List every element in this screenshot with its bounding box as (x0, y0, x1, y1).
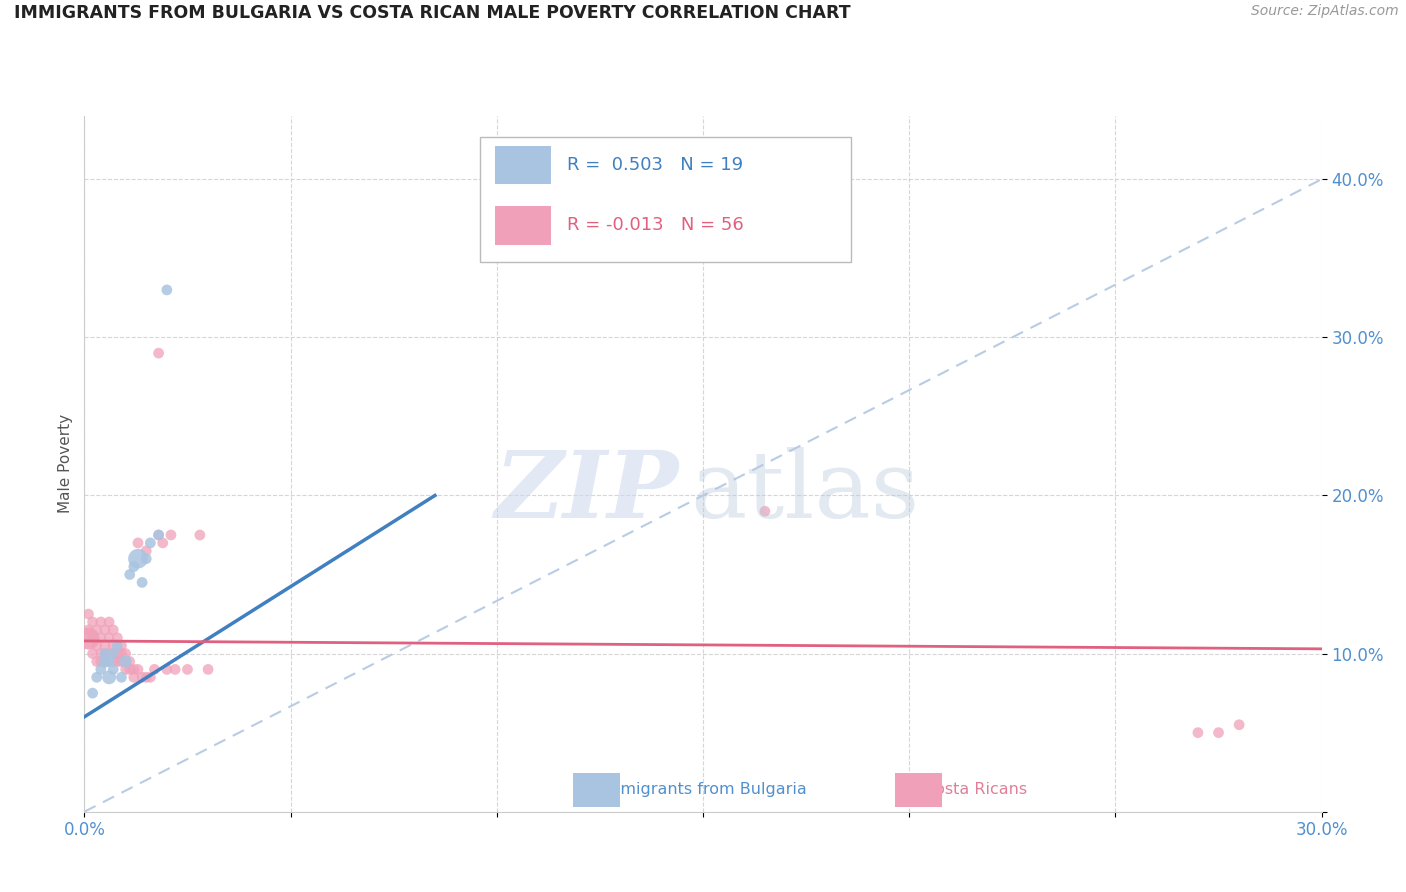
Point (160, 528, 183, 542)
Point (127, 536, 149, 550)
Text: ZIP: ZIP (494, 447, 678, 537)
Point (94, 647, 117, 661)
Point (152, 536, 174, 550)
FancyBboxPatch shape (495, 146, 551, 184)
Point (94, 655, 117, 669)
Point (135, 543, 157, 558)
Point (86, 623, 108, 637)
Point (105, 639, 128, 653)
Point (103, 623, 125, 637)
Point (197, 662, 219, 676)
FancyBboxPatch shape (495, 206, 551, 244)
Point (139, 670, 162, 684)
Point (114, 647, 136, 661)
Point (77, 607, 100, 621)
FancyBboxPatch shape (894, 773, 942, 807)
Point (110, 655, 132, 669)
Text: R =  0.503   N = 19: R = 0.503 N = 19 (567, 156, 742, 174)
Point (122, 670, 145, 684)
Point (148, 528, 170, 542)
Text: Source: ZipAtlas.com: Source: ZipAtlas.com (1251, 4, 1399, 19)
Point (165, 662, 187, 676)
Point (86, 639, 108, 653)
Point (148, 346, 170, 360)
Y-axis label: Male Poverty: Male Poverty (58, 414, 73, 514)
Point (105, 631, 128, 645)
Point (188, 528, 211, 542)
Point (148, 528, 170, 542)
Point (114, 662, 136, 676)
FancyBboxPatch shape (481, 136, 852, 262)
Point (82, 647, 104, 661)
Point (98, 655, 121, 669)
Point (94, 655, 117, 669)
Point (77, 631, 100, 645)
Point (90, 647, 112, 661)
Point (122, 559, 145, 574)
Point (94, 639, 117, 653)
Point (127, 662, 149, 676)
Point (122, 662, 145, 676)
Point (143, 662, 166, 676)
Point (114, 655, 136, 669)
Point (90, 655, 112, 669)
Point (176, 662, 198, 676)
Point (1227, 717, 1250, 731)
Point (94, 623, 117, 637)
Point (103, 662, 125, 676)
Point (110, 670, 132, 684)
Point (139, 536, 162, 550)
Point (103, 639, 125, 653)
Point (90, 615, 112, 629)
Point (82, 686, 104, 700)
Point (110, 647, 132, 661)
Point (90, 631, 112, 645)
Point (98, 670, 121, 684)
Point (114, 655, 136, 669)
Point (98, 615, 121, 629)
Point (94, 647, 117, 661)
Point (86, 670, 108, 684)
Point (1208, 725, 1230, 739)
Point (131, 575, 153, 590)
Point (118, 567, 141, 582)
Point (135, 670, 157, 684)
Text: Immigrants from Bulgaria: Immigrants from Bulgaria (599, 782, 807, 797)
Point (754, 504, 776, 518)
Point (156, 283, 179, 297)
Point (77, 623, 100, 637)
Point (127, 551, 149, 566)
Point (118, 655, 141, 669)
Text: atlas: atlas (690, 447, 920, 537)
Point (103, 647, 125, 661)
FancyBboxPatch shape (574, 773, 620, 807)
Point (82, 615, 104, 629)
Point (98, 631, 121, 645)
Point (110, 639, 132, 653)
Point (135, 551, 157, 566)
Point (90, 662, 112, 676)
Text: R = -0.013   N = 56: R = -0.013 N = 56 (567, 216, 744, 235)
Point (98, 647, 121, 661)
Point (86, 655, 108, 669)
Point (131, 670, 153, 684)
Point (1187, 725, 1209, 739)
Point (103, 655, 125, 669)
Point (118, 662, 141, 676)
Text: IMMIGRANTS FROM BULGARIA VS COSTA RICAN MALE POVERTY CORRELATION CHART: IMMIGRANTS FROM BULGARIA VS COSTA RICAN … (14, 4, 851, 22)
Point (105, 655, 128, 669)
Text: Costa Ricans: Costa Ricans (924, 782, 1026, 797)
Point (156, 662, 179, 676)
Point (103, 647, 125, 661)
Point (105, 647, 128, 661)
Point (82, 631, 104, 645)
